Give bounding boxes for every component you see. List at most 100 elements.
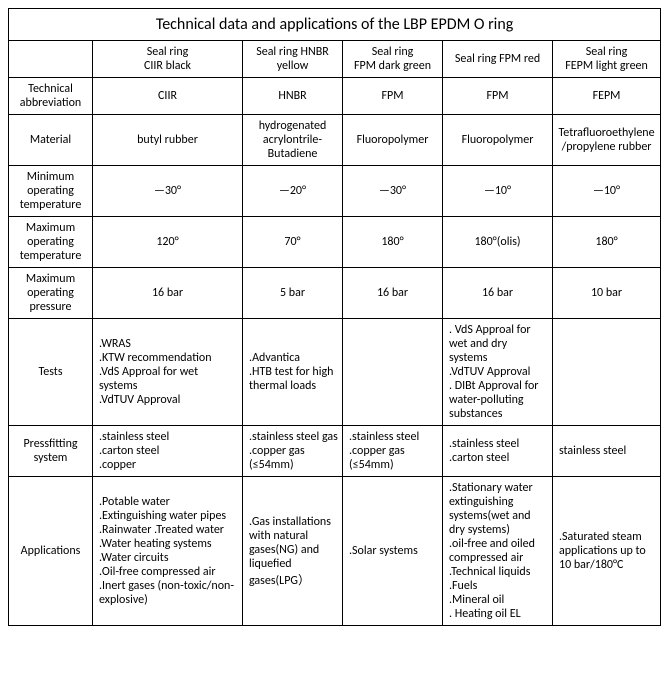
row-label: Pressfitting system [9, 426, 93, 477]
list-item: Advantica [249, 351, 338, 365]
cell: 5 bar [243, 268, 343, 319]
cell: AdvanticaHTB test for high thermal loads [243, 319, 343, 426]
cell: 16 bar [93, 268, 243, 319]
list-item: VdS Approal for wet and dry systems [449, 323, 548, 365]
list-item: Water heating systems [99, 537, 238, 551]
list-item: Potable water [99, 495, 238, 509]
list-item: stainless steel [349, 430, 438, 444]
list-item: stainless steel [99, 430, 238, 444]
title-row: Technical data and applications of the L… [9, 9, 661, 41]
list-item: stainless steel [449, 437, 548, 451]
row-abbreviation: Technical abbreviation CIIR HNBR FPM FPM… [9, 78, 661, 115]
cell: Tetrafluoroethylene/propylene rubber [553, 115, 661, 166]
row-label: Material [9, 115, 93, 166]
cell: stainless steelcarton steel [443, 426, 553, 477]
cell: Gas installations with natural gases(NG)… [243, 477, 343, 626]
col-header-line1: Seal ring [347, 45, 438, 59]
row-label: Technical abbreviation [9, 78, 93, 115]
col-header-line2: yellow [247, 59, 338, 73]
list-item: Saturated steam applications up to 10 ba… [559, 530, 656, 572]
list-item: stainless steel gas [249, 430, 338, 444]
cell [343, 319, 443, 426]
row-applications: Applications Potable waterExtinguishing … [9, 477, 661, 626]
cell: stainless steel [553, 426, 661, 477]
col-header-ciir: Seal ring CIIR black [93, 41, 243, 78]
row-label: Tests [9, 319, 93, 426]
list-item: carton steel [99, 444, 238, 458]
cell: FEPM [553, 78, 661, 115]
row-material: Material butyl rubber hydrogenated acryl… [9, 115, 661, 166]
list-item: Technical liquids [449, 565, 548, 579]
cell: 70° [243, 217, 343, 268]
list-item: copper gas (≤54mm) [349, 444, 438, 472]
col-header-line1: Seal ring [97, 45, 238, 59]
list-item: WRAS [99, 337, 238, 351]
table-title: Technical data and applications of the L… [9, 9, 661, 41]
cell: CIIR [93, 78, 243, 115]
col-header-hnbr: Seal ring HNBR yellow [243, 41, 343, 78]
cell: Solar systems [343, 477, 443, 626]
list-item: KTW recommendation [99, 351, 238, 365]
cell: 16 bar [443, 268, 553, 319]
col-header-line2: FEPM light green [557, 59, 656, 73]
list-item: Gas installations with natural gases(NG)… [249, 515, 338, 588]
list-item: HTB test for high thermal loads [249, 365, 338, 393]
list-item: Fuels [449, 579, 548, 593]
spec-table: Technical data and applications of the L… [8, 8, 661, 626]
list-item: VdS Approal for wet systems [99, 365, 238, 393]
row-tests: Tests WRASKTW recommendationVdS Approal … [9, 319, 661, 426]
column-header-row: Seal ring CIIR black Seal ring HNBR yell… [9, 41, 661, 78]
cell: —30° [93, 166, 243, 217]
cell: stainless steelcarton steelcopper [93, 426, 243, 477]
cell: —10° [553, 166, 661, 217]
cell: hydrogenated acrylontrile-Butadiene [243, 115, 343, 166]
cell: —30° [343, 166, 443, 217]
cell: —20° [243, 166, 343, 217]
cell: WRASKTW recommendationVdS Approal for we… [93, 319, 243, 426]
cell: 180°(olis) [443, 217, 553, 268]
cell: Saturated steam applications up to 10 ba… [553, 477, 661, 626]
row-label: Minimum operating temperature [9, 166, 93, 217]
list-item: VdTUV Approval [449, 365, 548, 379]
list-item: copper gas (≤54mm) [249, 444, 338, 472]
cell: Potable waterExtinguishing water pipesRa… [93, 477, 243, 626]
cell: butyl rubber [93, 115, 243, 166]
cell: 10 bar [553, 268, 661, 319]
list-item: Heating oil EL [449, 607, 548, 621]
list-item: Oil-free compressed air [99, 565, 238, 579]
list-item: Water circuits [99, 551, 238, 565]
col-header-fepm: Seal ring FEPM light green [553, 41, 661, 78]
list-item: Rainwater .Treated water [99, 523, 238, 537]
cell: FPM [343, 78, 443, 115]
cell: FPM [443, 78, 553, 115]
col-header-line1: Seal ring HNBR [247, 45, 338, 59]
cell: stainless steelcopper gas (≤54mm) [343, 426, 443, 477]
list-item: Stationary water extinguishing systems(w… [449, 481, 548, 537]
col-header-line2: CIIR black [97, 59, 238, 73]
cell: 180° [343, 217, 443, 268]
list-item: Solar systems [349, 544, 438, 558]
col-header-fpm-dark: Seal ring FPM dark green [343, 41, 443, 78]
row-label: Maximum operating temperature [9, 217, 93, 268]
cell: HNBR [243, 78, 343, 115]
cell: stainless steel gascopper gas (≤54mm) [243, 426, 343, 477]
cell: —10° [443, 166, 553, 217]
list-item: oil-free and oiled compressed air [449, 537, 548, 565]
cell: VdS Approal for wet and dry systemsVdTUV… [443, 319, 553, 426]
table-container: Technical data and applications of the L… [8, 8, 660, 626]
row-label: Maximum operating pressure [9, 268, 93, 319]
header-blank [9, 41, 93, 78]
list-item: carton steel [449, 451, 548, 465]
row-label: Applications [9, 477, 93, 626]
row-min-temp: Minimum operating temperature —30° —20° … [9, 166, 661, 217]
row-max-pressure: Maximum operating pressure 16 bar 5 bar … [9, 268, 661, 319]
col-header-line2: FPM dark green [347, 59, 438, 73]
cell [553, 319, 661, 426]
cell: Fluoropolymer [343, 115, 443, 166]
list-item: DIBt Approval for water-polluting substa… [449, 379, 548, 421]
list-item: Extinguishing water pipes [99, 509, 238, 523]
col-header-fpm-red: Seal ring FPM red [443, 41, 553, 78]
cell: Stationary water extinguishing systems(w… [443, 477, 553, 626]
list-item: Inert gases (non-toxic/non-explosive) [99, 579, 238, 607]
row-pressfitting: Pressfitting system stainless steelcarto… [9, 426, 661, 477]
